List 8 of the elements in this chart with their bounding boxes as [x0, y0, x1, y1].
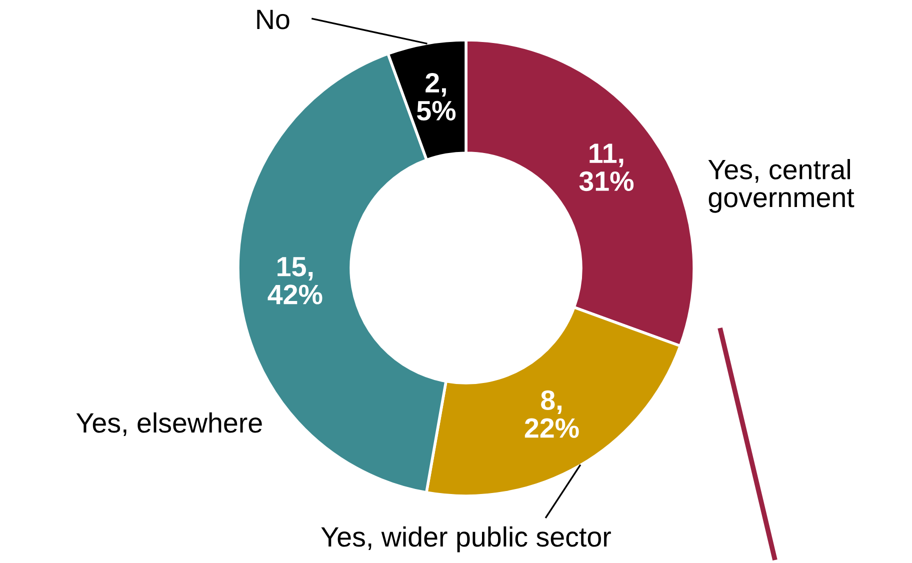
data-label: 15, 42%	[268, 257, 322, 304]
slice-label: Yes, elsewhere	[76, 412, 262, 436]
data-label: 11, 31%	[579, 144, 634, 192]
slice-label: No	[257, 10, 290, 30]
data-label: 8, 22%	[524, 390, 579, 438]
data-label: 2, 5%	[417, 72, 456, 121]
slice-label: Yes, wider public sector	[321, 526, 611, 552]
slice-label: Yes, central government	[708, 159, 854, 213]
